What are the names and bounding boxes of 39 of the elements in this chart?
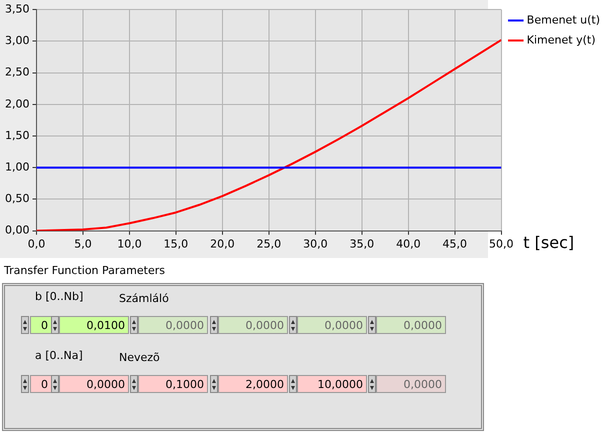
x-tick-label: 20,0 [210,237,235,250]
text: 0,0000 [138,316,208,334]
x-tick-label: 50,0 [489,237,514,250]
text: Nevezõ [119,351,160,364]
y-tick-label: 2,50 [4,66,30,79]
legend-label: Bemenet u(t) [526,13,600,26]
text: 0,0100 [59,316,129,334]
text: b [0..Nb] [35,290,84,303]
text: 10,0000 [297,375,367,393]
text: Számláló [119,292,169,305]
y-tick-label: 3,00 [4,34,30,48]
text: 2,0000 [218,375,288,393]
x-tick-label: 35,0 [350,237,374,250]
x-axis-title: t [sec] [523,232,574,252]
x-tick-label: 15,0 [164,237,188,250]
x-tick-label: 40,0 [396,237,421,250]
x-tick-label: 25,0 [256,237,282,250]
text: 0,0000 [297,316,367,334]
text: 0,1000 [138,375,208,393]
x-tick-label: 10,0 [117,237,142,250]
legend-label: Kimenet y(t) [526,33,596,46]
y-tick-label: 2,00 [4,97,30,110]
text: 0,0000 [376,375,446,393]
text: 0,0000 [59,375,129,393]
y-tick-label: 0,00 [4,224,30,237]
text: 0 [30,316,52,334]
y-tick-label: 3,50 [4,2,30,16]
text: 0,0000 [376,316,446,334]
y-tick-label: 0,50 [4,192,30,206]
text: a [0..Na] [35,349,83,362]
y-tick-label: 1,50 [4,128,30,142]
x-tick-label: 45,0 [442,237,468,250]
x-tick-label: 5,0 [74,237,92,250]
text: Transfer Function Parameters [4,264,165,277]
text: 0,0000 [218,316,288,334]
y-tick-label: 1,00 [4,160,30,174]
x-tick-label: 0,0 [28,237,46,250]
x-tick-label: 30,0 [303,237,328,250]
text: 0 [30,375,52,393]
